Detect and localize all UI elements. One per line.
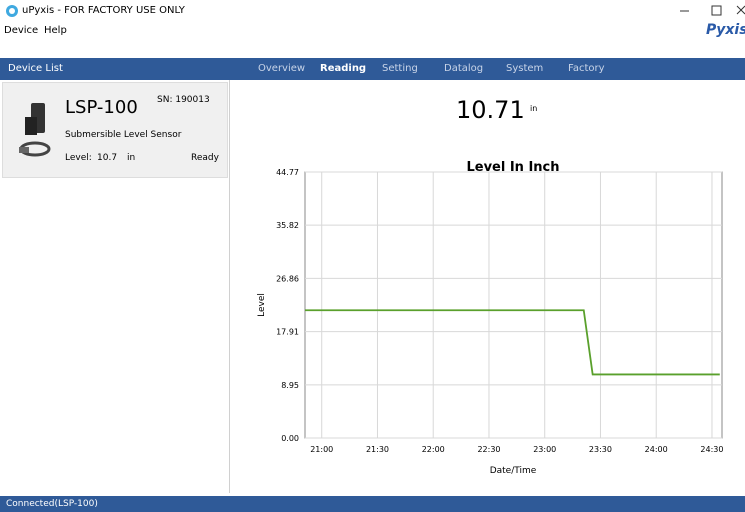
device-state: Ready [191, 153, 219, 163]
device-model: LSP-100 [65, 97, 138, 118]
app-window: {"window": {"title": "uPyxis - FOR FACTO… [0, 0, 745, 512]
device-description: Submersible Level Sensor [65, 130, 181, 140]
device-card[interactable]: LSP-100 SN: 190013 Submersible Level Sen… [2, 82, 228, 178]
tab[interactable]: Setting [382, 63, 418, 74]
logo: Pyxis [706, 22, 745, 38]
title-bar: uPyxis - FOR FACTORY USE ONLY [0, 0, 745, 22]
level-unit: in [127, 153, 135, 163]
y-tick-label: 35.82 [276, 221, 299, 230]
y-tick-label: 17.91 [276, 328, 299, 337]
y-axis-label: Level [257, 293, 267, 317]
device-serial: SN: 190013 [157, 95, 210, 105]
x-tick-label: 21:30 [366, 445, 389, 454]
plot-area [305, 172, 722, 438]
x-tick-label: 24:00 [645, 445, 668, 454]
status-bar: Connected(LSP-100) [0, 496, 745, 512]
reading-unit: in [530, 104, 537, 113]
chart: Level In Inch Date/Time Level 0.008.9517… [240, 155, 745, 490]
x-tick-label: 23:30 [589, 445, 612, 454]
menu-item[interactable]: Help [44, 25, 67, 36]
device-image [17, 101, 57, 161]
reading-value: 10.71 [456, 96, 525, 124]
y-tick-label: 8.95 [281, 381, 299, 390]
x-tick-label: 22:00 [422, 445, 445, 454]
y-tick-label: 0.00 [281, 434, 299, 443]
tab[interactable]: Overview [258, 63, 305, 74]
window-controls[interactable] [670, 0, 745, 22]
window-title: uPyxis - FOR FACTORY USE ONLY [22, 5, 185, 16]
y-tick-label: 26.86 [276, 274, 299, 283]
x-tick-label: 23:00 [533, 445, 556, 454]
tab[interactable]: System [506, 63, 543, 74]
header-bar: Device List Overview Reading Setting Datalo… [0, 58, 745, 80]
menu-item[interactable]: Device [4, 25, 38, 36]
app-icon [5, 4, 19, 18]
tab[interactable]: Reading [320, 63, 366, 74]
x-axis-label: Date/Time [490, 466, 537, 476]
x-tick-label: 22:30 [477, 445, 500, 454]
tab[interactable]: Datalog [444, 63, 483, 74]
device-list: LSP-100 SN: 190013 Submersible Level Sen… [0, 80, 230, 493]
x-tick-label: 21:00 [310, 445, 333, 454]
menu-bar: Device Help Pyxis [0, 22, 745, 58]
tab[interactable]: Factory [568, 63, 605, 74]
status-text: Connected(LSP-100) [6, 499, 98, 509]
sidebar-header: Device List [8, 63, 63, 74]
level-label: Level: [65, 153, 92, 163]
level-value: 10.7 [97, 153, 117, 163]
x-tick-label: 24:30 [700, 445, 723, 454]
y-tick-label: 44.77 [276, 168, 299, 177]
